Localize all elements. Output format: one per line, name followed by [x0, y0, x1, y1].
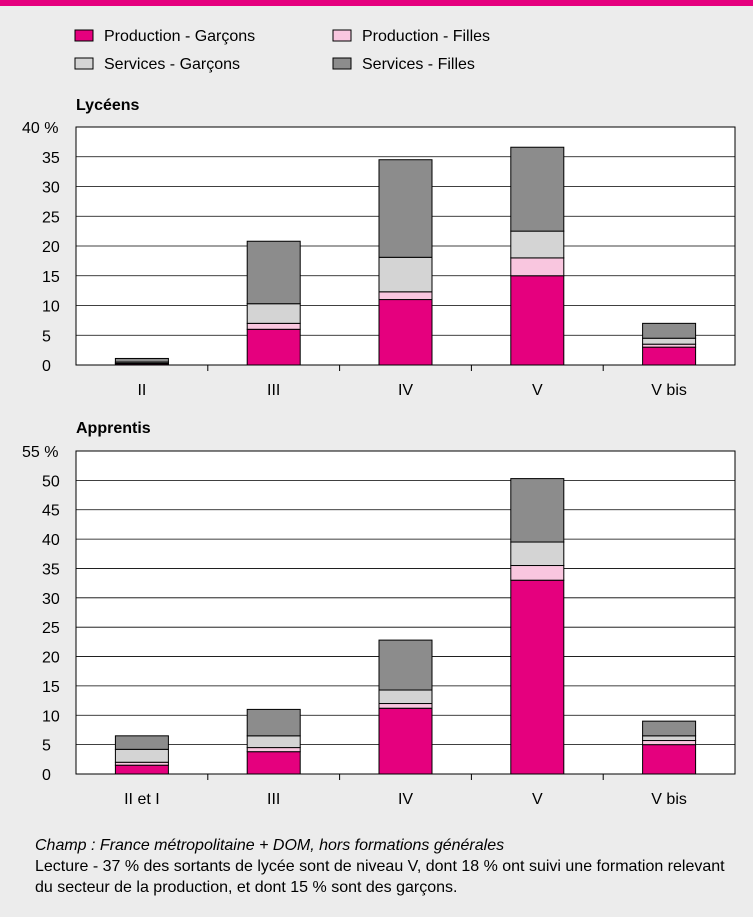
lyceens-bar-services_filles — [510, 146, 565, 232]
lyceens-bar-services_garcons — [642, 337, 697, 345]
charts-svg: Production - Garçons Production - Filles S… — [22, 28, 736, 808]
apprentis-bar-production_filles — [378, 703, 433, 709]
legend-swatch-services_filles — [332, 57, 352, 70]
lyceens-title: Lycéens — [76, 97, 140, 114]
apprentis-bar-production_filles — [642, 740, 697, 746]
lyceens-ytick-label: 10 — [42, 299, 60, 316]
lyceens-bar-services_filles — [246, 240, 301, 305]
lyceens-bar-services_filles — [114, 357, 169, 363]
lyceens-ytick-label: 20 — [42, 239, 60, 256]
legend-swatch-production_filles — [332, 29, 352, 42]
apprentis-bar-services_garcons — [642, 735, 697, 742]
lyceens-bar-production_filles — [378, 291, 433, 301]
lyceens-ytick-label: 0 — [42, 358, 51, 375]
apprentis-ytick-label: 15 — [42, 679, 60, 696]
lyceens-bar-production_filles — [246, 322, 301, 330]
apprentis-bar-services_garcons — [378, 689, 433, 705]
lyceens-bar-production_garcons — [510, 275, 565, 366]
lyceens-ytick-label: 40 % — [22, 120, 58, 137]
apprentis-title: Apprentis — [76, 420, 151, 437]
lyceens-xtick-label: V bis — [651, 382, 687, 399]
apprentis-bar-services_garcons — [246, 735, 301, 749]
apprentis-xtick-label: IV — [398, 791, 413, 808]
lyceens-bar-production_garcons — [246, 328, 301, 366]
apprentis-ytick-label: 20 — [42, 650, 60, 667]
apprentis-bar-production_filles — [246, 747, 301, 753]
legend-label-services_filles: Services - Filles — [362, 56, 475, 73]
apprentis-ytick-label: 55 % — [22, 444, 58, 461]
apprentis-ytick-label: 50 — [42, 473, 60, 490]
lyceens-bar-production_garcons — [378, 299, 433, 366]
legend-swatch-services_garcons — [74, 57, 94, 70]
apprentis-bar-production_garcons — [114, 764, 169, 775]
lyceens-bar-services_garcons — [246, 303, 301, 324]
apprentis-bar-production_garcons — [378, 707, 433, 775]
apprentis-ytick-label: 40 — [42, 532, 60, 549]
apprentis-xtick-label: V bis — [651, 791, 687, 808]
apprentis-bar-services_filles — [378, 639, 433, 691]
apprentis-xtick-label: II et I — [124, 791, 160, 808]
apprentis-xtick-label: V — [532, 791, 543, 808]
apprentis-ytick-label: 35 — [42, 561, 60, 578]
apprentis-xtick-label: III — [267, 791, 280, 808]
apprentis-bar-services_filles — [246, 708, 301, 737]
apprentis-bar-services_garcons — [114, 748, 169, 763]
lyceens-xtick-label: IV — [398, 382, 413, 399]
legend-label-production_filles: Production - Filles — [362, 28, 490, 45]
apprentis-bar-services_garcons — [510, 541, 565, 567]
lyceens-bar-services_garcons — [510, 230, 565, 259]
apprentis-ytick-label: 10 — [42, 708, 60, 725]
champ-note: Champ : France métropolitaine + DOM, hor… — [35, 837, 505, 854]
lyceens-bar-production_filles — [510, 257, 565, 277]
lyceens-ytick-label: 15 — [42, 269, 60, 286]
lyceens-xtick-label: V — [532, 382, 543, 399]
apprentis-bar-services_filles — [510, 478, 565, 543]
apprentis-ytick-label: 0 — [42, 767, 51, 784]
apprentis-ytick-label: 5 — [42, 738, 51, 755]
lyceens-xtick-label: III — [267, 382, 280, 399]
lyceens-xtick-label: II — [137, 382, 146, 399]
apprentis-bar-services_filles — [642, 720, 697, 737]
apprentis-ytick-label: 25 — [42, 620, 60, 637]
apprentis-bar-production_garcons — [642, 744, 697, 775]
lyceens-ytick-label: 30 — [42, 180, 60, 197]
lecture-note: Lecture - 37 % des sortants de lycée son… — [35, 858, 725, 896]
lyceens-ytick-label: 35 — [42, 150, 60, 167]
apprentis-bar-production_filles — [510, 565, 565, 581]
lyceens-bar-services_filles — [378, 159, 433, 258]
lyceens-bar-services_filles — [642, 322, 697, 339]
lyceens-ytick-label: 5 — [42, 328, 51, 345]
footer-notes: Champ : France métropolitaine + DOM, hor… — [35, 835, 735, 898]
accent-top-bar — [0, 0, 753, 6]
legend-label-services_garcons: Services - Garçons — [104, 56, 240, 73]
apprentis-bar-production_garcons — [246, 751, 301, 775]
apprentis-bar-services_filles — [114, 735, 169, 750]
lyceens-ytick-label: 25 — [42, 209, 60, 226]
apprentis-ytick-label: 30 — [42, 591, 60, 608]
apprentis-bar-production_garcons — [510, 579, 565, 775]
apprentis-ytick-label: 45 — [42, 503, 60, 520]
lyceens-bar-services_garcons — [378, 256, 433, 293]
legend-label-production_garcons: Production - Garçons — [104, 28, 255, 45]
lyceens-bar-production_garcons — [642, 346, 697, 366]
legend-swatch-production_garcons — [74, 29, 94, 42]
